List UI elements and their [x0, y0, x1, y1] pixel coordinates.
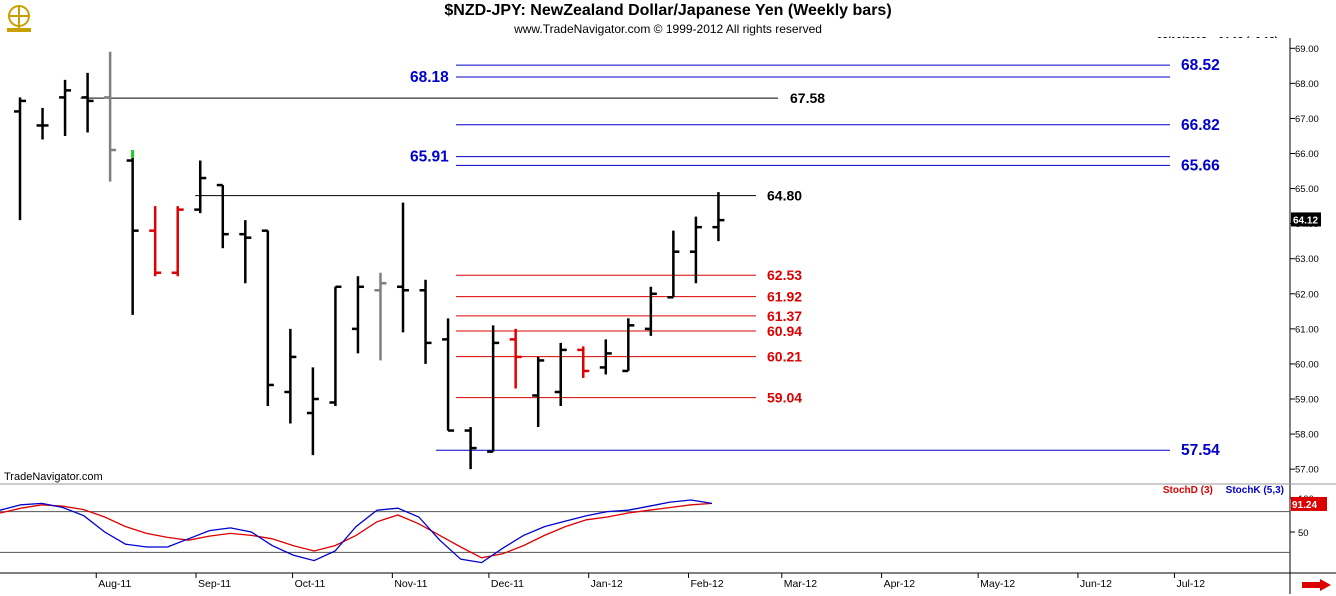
y-tick-label: 58.00: [1295, 430, 1319, 441]
x-tick-label: Aug-11: [98, 578, 131, 590]
fib-label: 64.80: [767, 188, 802, 204]
trade-navigator-logo: [2, 4, 36, 34]
y-tick-label: 69.00: [1295, 44, 1319, 55]
y-tick-label: 65.00: [1295, 184, 1319, 195]
x-tick-label: Dec-11: [491, 578, 524, 590]
fib-label: 61.37: [767, 308, 802, 324]
x-tick-label: Jun-12: [1080, 578, 1112, 590]
x-tick-label: Sep-11: [198, 578, 231, 590]
fib-label: 68.52: [1181, 57, 1220, 74]
y-tick-label: 68.00: [1295, 79, 1319, 90]
x-tick-label: Jan-12: [591, 578, 623, 590]
fib-label: 66.82: [1181, 117, 1220, 134]
fib-label: 61.92: [767, 289, 802, 305]
last-price-box: [1291, 212, 1321, 227]
brand-label: TradeNavigator.com: [4, 471, 103, 483]
stochd-legend: StochD (3): [1162, 485, 1213, 496]
chart-title: $NZD-JPY: NewZealand Dollar/Japanese Yen…: [444, 2, 892, 19]
x-tick-label: Apr-12: [884, 578, 916, 590]
arrow-right-icon: [1302, 579, 1331, 591]
fib-label: 68.18: [410, 69, 449, 86]
stochk-line: [0, 499, 713, 564]
x-tick-label: Oct-11: [295, 578, 326, 590]
fib-label: 67.58: [790, 90, 825, 106]
x-tick-label: Mar-12: [784, 578, 817, 590]
y-tick-label: 67.00: [1295, 114, 1319, 125]
y-tick-label: 63.00: [1295, 254, 1319, 265]
fib-label: 59.04: [767, 390, 802, 406]
fib-label: 65.91: [410, 149, 449, 166]
stoch-last-box: [1291, 496, 1327, 511]
y-tick-label: 60.00: [1295, 359, 1319, 370]
y-tick-label: 66.00: [1295, 149, 1319, 160]
y-tick-label: 57.00: [1295, 465, 1319, 476]
fib-label: 57.54: [1181, 442, 1220, 459]
chart-subtitle: www.TradeNavigator.com © 1999-2012 All r…: [514, 22, 822, 36]
x-tick-label: Jul-12: [1176, 578, 1205, 590]
x-tick-label: Feb-12: [690, 578, 723, 590]
x-tick-label: May-12: [980, 578, 1015, 590]
stoch-y-tick-label: 50: [1298, 528, 1309, 539]
fib-label: 60.94: [767, 323, 802, 339]
fib-label: 62.53: [767, 267, 802, 283]
last-price-label: 64.12: [1293, 215, 1318, 226]
stochk-legend: StochK (5,3): [1225, 485, 1284, 496]
stoch-legend: StochD (3) StochK (5,3): [1153, 485, 1284, 496]
stochd-line: [0, 502, 713, 559]
scroll-right-button[interactable]: [1302, 578, 1332, 596]
y-tick-label: 59.00: [1295, 395, 1319, 406]
x-tick-label: Nov-11: [394, 578, 427, 590]
y-tick-label: 61.00: [1295, 324, 1319, 335]
fib-label: 60.21: [767, 349, 802, 365]
y-tick-label: 62.00: [1295, 289, 1319, 300]
stoch-last-label: 91.24: [1292, 500, 1317, 511]
fib-label: 65.66: [1181, 157, 1220, 174]
